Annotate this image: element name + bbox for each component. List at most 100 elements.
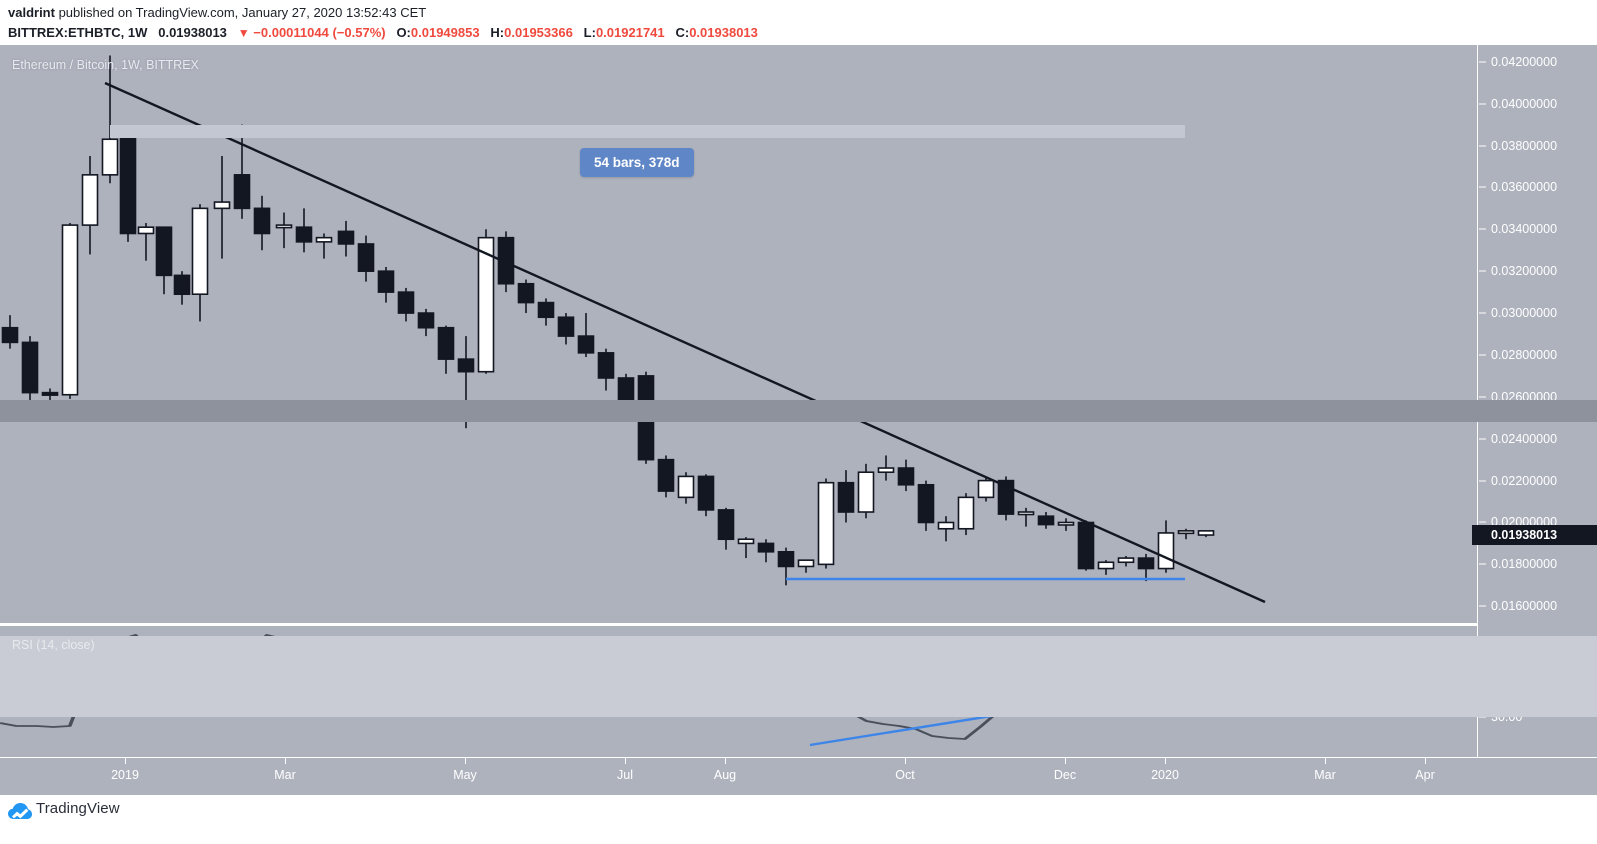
- candlestick: [21, 336, 39, 408]
- time-tick-mark: [625, 758, 626, 764]
- low-key: L:: [583, 25, 596, 40]
- candlestick: [877, 455, 895, 481]
- chart-canvas[interactable]: Ethereum / Bitcoin, 1W, BITTREX 54 bars,…: [0, 45, 1597, 795]
- high-key: H:: [490, 25, 505, 40]
- time-tick-mark: [1065, 758, 1066, 764]
- candlestick: [1037, 512, 1055, 529]
- candlestick: [737, 537, 755, 559]
- price-tick-mark: [1479, 354, 1486, 356]
- candlestick: [1057, 518, 1075, 531]
- candlestick: [937, 516, 955, 542]
- price-tick-label: 0.03800000: [1491, 138, 1558, 153]
- price-tick-mark: [1479, 605, 1486, 607]
- current-price-badge[interactable]: 0.01938013: [1477, 525, 1597, 546]
- time-tick-label: Apr: [1415, 768, 1435, 782]
- candlestick: [275, 212, 293, 249]
- time-tick-mark: [1425, 758, 1426, 764]
- time-axis[interactable]: 2019 Mar May Jul Aug Oct Dec 2020 Mar Apr: [0, 757, 1597, 795]
- time-tick-label: May: [453, 768, 477, 782]
- time-tick-label: Aug: [713, 768, 737, 782]
- price-tick-label: 0.03400000: [1491, 222, 1558, 237]
- price-pane[interactable]: Ethereum / Bitcoin, 1W, BITTREX 54 bars,…: [0, 45, 1477, 623]
- price-tick-label: 0.03600000: [1491, 180, 1558, 195]
- candlestick: [757, 539, 775, 563]
- candlestick: [837, 470, 855, 523]
- candlestick: [797, 559, 815, 573]
- candlestick: [957, 493, 975, 536]
- down-arrow-icon: ▼: [237, 26, 250, 40]
- time-tick-mark: [125, 758, 126, 764]
- candlestick: [897, 459, 915, 492]
- rsi-band-axis-extension: [1477, 636, 1597, 717]
- time-tick-mark: [725, 758, 726, 764]
- price-tick-label: 0.04200000: [1491, 54, 1558, 69]
- price-tick-mark: [1479, 145, 1486, 147]
- candlestick: [397, 287, 415, 322]
- rsi-legend: RSI (14, close): [12, 638, 95, 652]
- price-tick-label: 0.02200000: [1491, 473, 1558, 488]
- candlestick: [1117, 555, 1135, 567]
- price-tick-label: 0.01800000: [1491, 557, 1558, 572]
- rsi-tick-mark: [1479, 716, 1486, 718]
- candlestick: [497, 231, 515, 293]
- price-tick-label: 0.03200000: [1491, 264, 1558, 279]
- rsi-pane[interactable]: RSI (14, close): [0, 626, 1477, 757]
- symbol-label: BITTREX:ETHBTC, 1W: [8, 25, 148, 40]
- candlestick: [81, 155, 99, 255]
- candlestick: [101, 55, 119, 184]
- candlestick: [437, 325, 455, 374]
- open-key: O:: [396, 25, 411, 40]
- candlestick: [1097, 560, 1115, 575]
- descending-trendline[interactable]: [104, 81, 1266, 604]
- candlestick: [817, 478, 835, 569]
- time-tick-mark: [1165, 758, 1166, 764]
- time-tick-mark: [285, 758, 286, 764]
- mid-zone-axis-extension: [1477, 400, 1597, 422]
- candlestick: [657, 455, 675, 498]
- candlestick: [357, 235, 375, 282]
- publication-header: valdrint published on TradingView.com, J…: [8, 5, 426, 20]
- current-price-marker: [1472, 525, 1477, 546]
- candlestick: [233, 124, 251, 219]
- time-tick-label: Oct: [895, 768, 915, 782]
- candlestick: [337, 220, 355, 257]
- price-tick-label: 0.02800000: [1491, 347, 1558, 362]
- last-price: 0.01938013: [158, 25, 227, 40]
- candlestick: [253, 195, 271, 251]
- time-tick-label: 2020: [1151, 768, 1179, 782]
- candlestick: [191, 204, 209, 322]
- candlestick: [155, 226, 173, 295]
- high-value: 0.01953366: [504, 25, 573, 40]
- price-axis[interactable]: 0.04200000 0.04000000 0.03800000 0.03600000…: [1477, 45, 1597, 623]
- price-tick-mark: [1479, 186, 1486, 188]
- candlestick: [417, 308, 435, 337]
- candlestick: [1197, 530, 1215, 538]
- candlestick-series: [1, 55, 1266, 604]
- price-tick-mark: [1479, 438, 1486, 440]
- measure-label[interactable]: 54 bars, 378d: [580, 148, 694, 177]
- candlestick: [41, 388, 59, 402]
- price-tick-label: 0.03000000: [1491, 306, 1558, 321]
- price-tick-label: 0.02400000: [1491, 431, 1558, 446]
- mid-zone: [0, 400, 1477, 422]
- change-percent: (−0.57%): [332, 25, 386, 40]
- candlestick: [557, 313, 575, 345]
- candlestick: [173, 271, 191, 305]
- candlestick: [457, 336, 475, 429]
- candlestick: [137, 223, 155, 261]
- candlestick: [697, 474, 715, 517]
- time-tick-mark: [1325, 758, 1326, 764]
- candlestick: [1077, 520, 1095, 571]
- resistance-zone: [110, 125, 1185, 138]
- rsi-30-70-band: [0, 636, 1477, 717]
- open-value: 0.01949853: [410, 25, 480, 40]
- price-legend: Ethereum / Bitcoin, 1W, BITTREX: [12, 58, 199, 72]
- time-tick-mark: [465, 758, 466, 764]
- footer: TradingView: [0, 795, 1597, 844]
- candlestick: [315, 233, 333, 259]
- candlestick: [377, 266, 395, 303]
- candlestick: [577, 313, 595, 358]
- candlestick: [717, 507, 735, 550]
- candlestick: [537, 298, 555, 326]
